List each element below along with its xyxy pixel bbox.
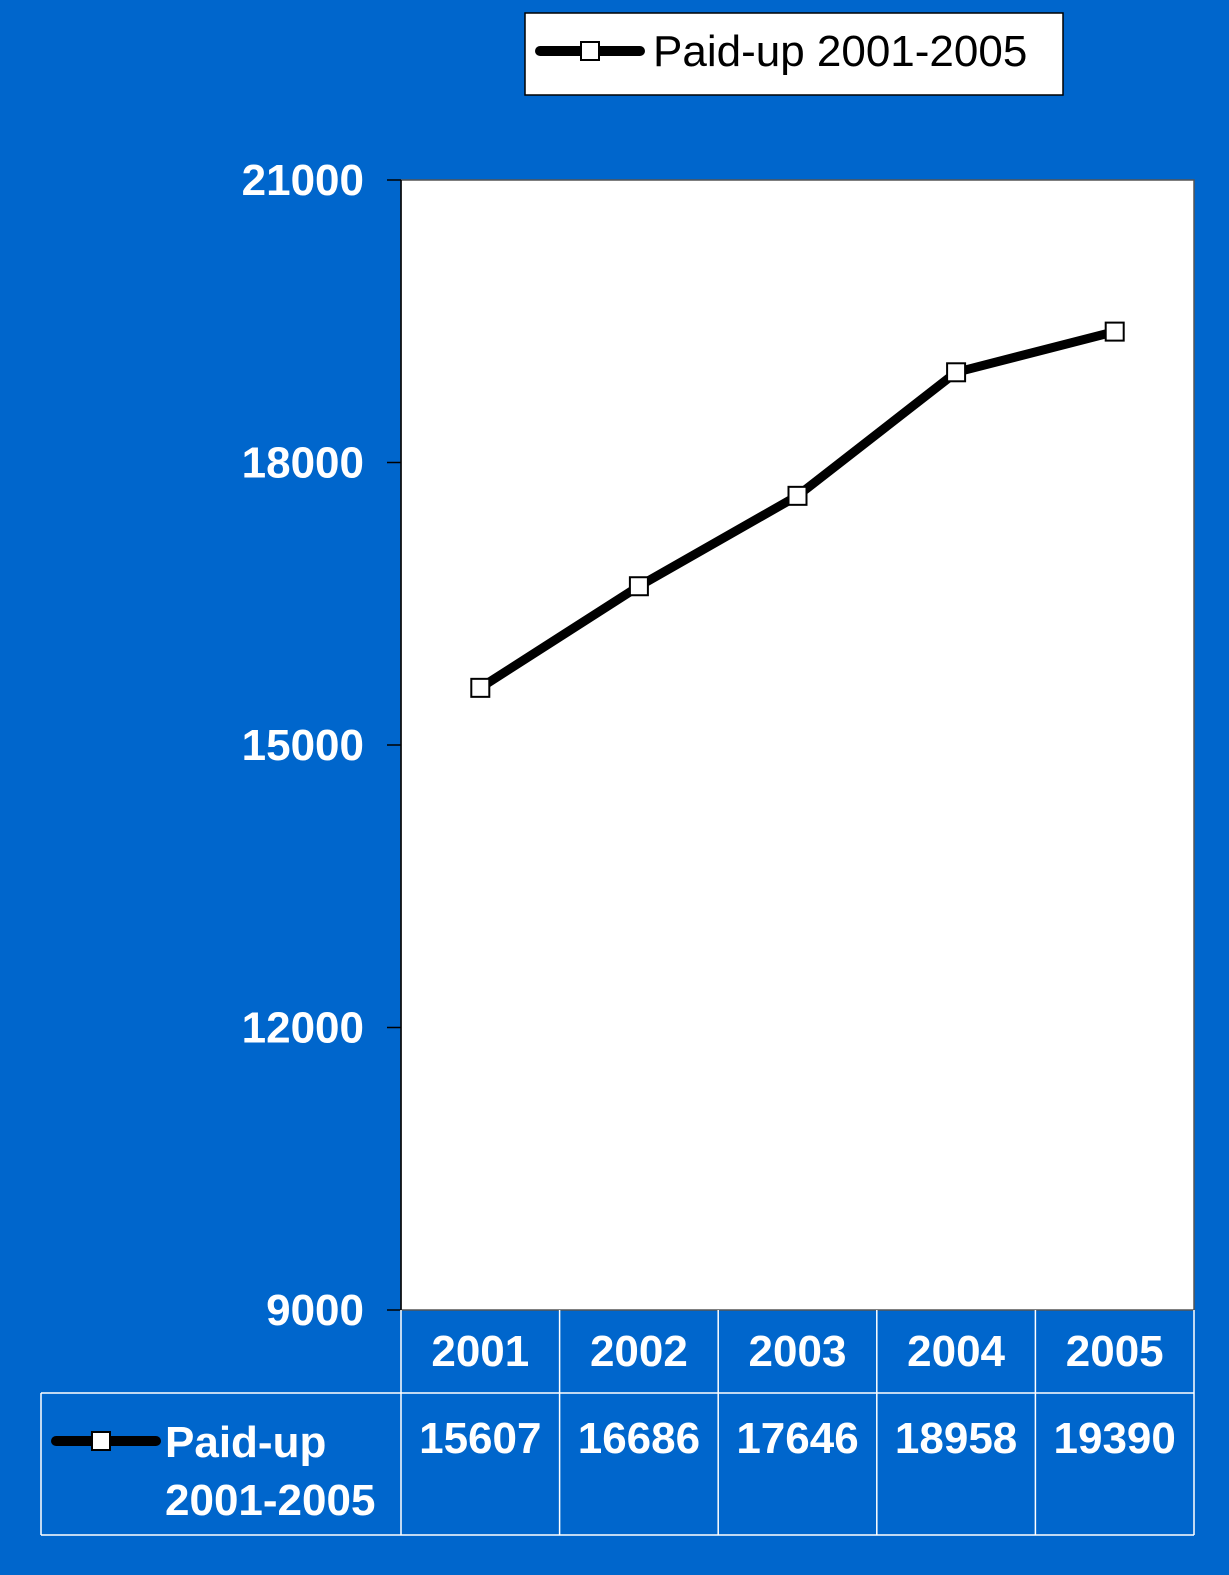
legend-label: Paid-up 2001-2005 bbox=[653, 27, 1027, 76]
y-tick-label: 21000 bbox=[242, 156, 364, 205]
data-table-value: 18958 bbox=[895, 1414, 1017, 1463]
data-table-value: 15607 bbox=[419, 1414, 541, 1463]
legend-marker-swatch bbox=[580, 41, 600, 61]
x-category-label: 2001 bbox=[431, 1327, 529, 1376]
data-point-marker bbox=[946, 362, 967, 383]
y-tick-label: 12000 bbox=[242, 1004, 364, 1053]
table-row-label-line-2: 2001-2005 bbox=[165, 1476, 375, 1525]
table-legend-marker-swatch bbox=[91, 1431, 111, 1451]
x-category-label: 2004 bbox=[907, 1327, 1005, 1376]
legend: Paid-up 2001-2005 bbox=[524, 12, 1064, 96]
x-category-label: 2003 bbox=[749, 1327, 847, 1376]
data-table-value: 17646 bbox=[736, 1414, 858, 1463]
plot-area bbox=[400, 179, 1195, 1311]
x-category-label: 2002 bbox=[590, 1327, 688, 1376]
data-point-marker bbox=[1104, 321, 1125, 342]
y-tick-label: 18000 bbox=[242, 439, 364, 488]
x-category-label: 2005 bbox=[1066, 1327, 1164, 1376]
table-row-label-line-1: Paid-up bbox=[165, 1418, 326, 1467]
data-point-marker bbox=[787, 485, 808, 506]
data-table: 2001 2002 2003 2004 2005 15607 16686 17646 18958… bbox=[40, 1310, 1195, 1536]
data-table-value: 19390 bbox=[1054, 1414, 1176, 1463]
data-table-value: 16686 bbox=[578, 1414, 700, 1463]
y-tick-label: 15000 bbox=[242, 721, 364, 770]
y-tick-label: 9000 bbox=[266, 1286, 364, 1335]
series-paid-up bbox=[470, 321, 1125, 698]
data-point-marker bbox=[628, 576, 649, 597]
y-axis: 9000 12000 15000 18000 21000 bbox=[242, 156, 402, 1335]
data-point-marker bbox=[470, 677, 491, 698]
